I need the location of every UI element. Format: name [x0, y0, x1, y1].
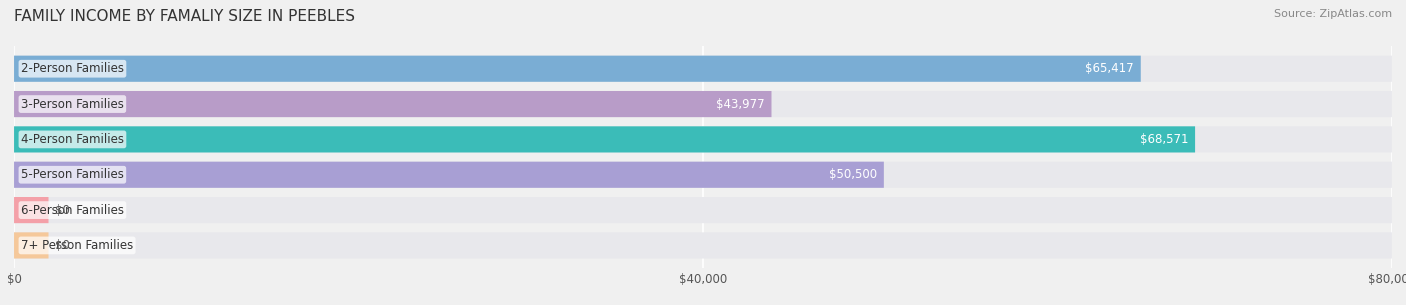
- Text: 4-Person Families: 4-Person Families: [21, 133, 124, 146]
- FancyBboxPatch shape: [14, 126, 1392, 152]
- FancyBboxPatch shape: [14, 197, 49, 223]
- Text: Source: ZipAtlas.com: Source: ZipAtlas.com: [1274, 9, 1392, 19]
- Text: $68,571: $68,571: [1140, 133, 1188, 146]
- Text: 6-Person Families: 6-Person Families: [21, 203, 124, 217]
- Text: $65,417: $65,417: [1085, 62, 1133, 75]
- FancyBboxPatch shape: [14, 91, 1392, 117]
- FancyBboxPatch shape: [14, 91, 772, 117]
- Text: $0: $0: [55, 239, 70, 252]
- FancyBboxPatch shape: [14, 56, 1392, 82]
- Text: 3-Person Families: 3-Person Families: [21, 98, 124, 111]
- Text: 5-Person Families: 5-Person Families: [21, 168, 124, 181]
- Text: $43,977: $43,977: [716, 98, 765, 111]
- FancyBboxPatch shape: [14, 162, 884, 188]
- Text: $50,500: $50,500: [828, 168, 877, 181]
- FancyBboxPatch shape: [14, 232, 1392, 259]
- Text: FAMILY INCOME BY FAMALIY SIZE IN PEEBLES: FAMILY INCOME BY FAMALIY SIZE IN PEEBLES: [14, 9, 356, 24]
- FancyBboxPatch shape: [14, 232, 49, 259]
- FancyBboxPatch shape: [14, 126, 1195, 152]
- FancyBboxPatch shape: [14, 56, 1140, 82]
- Text: 7+ Person Families: 7+ Person Families: [21, 239, 134, 252]
- Text: $0: $0: [55, 203, 70, 217]
- Text: 2-Person Families: 2-Person Families: [21, 62, 124, 75]
- FancyBboxPatch shape: [14, 162, 1392, 188]
- FancyBboxPatch shape: [14, 197, 1392, 223]
